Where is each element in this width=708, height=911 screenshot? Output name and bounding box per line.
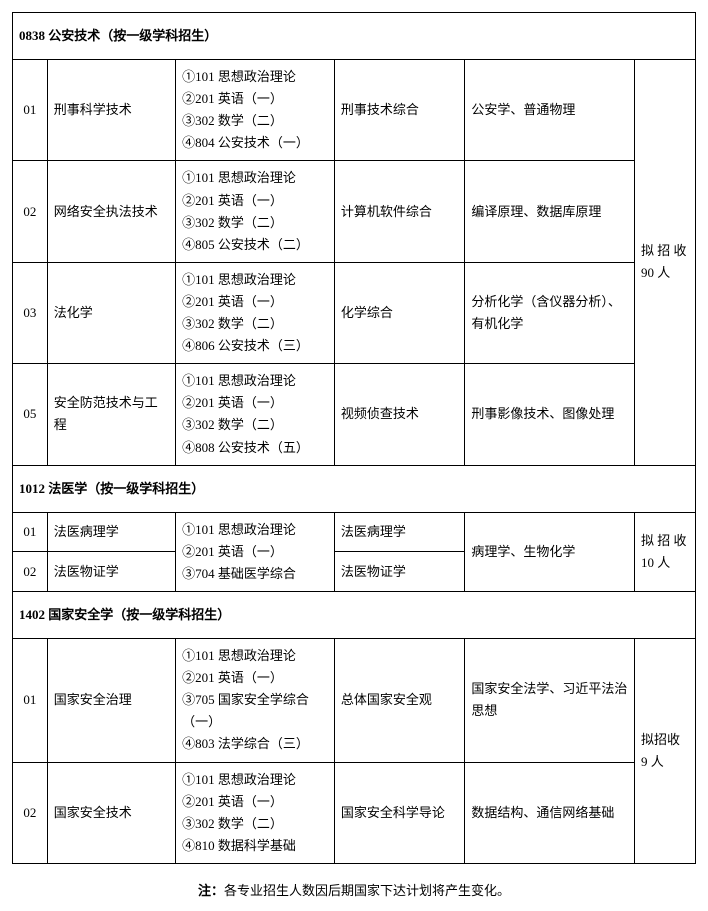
table-row: 01 法医病理学 ①101 思想政治理论②201 英语（一）③704 基础医学综…	[13, 512, 696, 552]
row-exam: ①101 思想政治理论②201 英语（一）③705 国家安全学综合（一）④803…	[176, 639, 335, 762]
row-equiv: 分析化学（含仪器分析）、有机化学	[465, 262, 635, 363]
row-name: 国家安全技术	[47, 762, 175, 863]
table-row: 02 国家安全技术 ①101 思想政治理论②201 英语（一）③302 数学（二…	[13, 762, 696, 863]
row-retest: 国家安全科学导论	[334, 762, 464, 863]
row-retest: 法医病理学	[334, 512, 464, 552]
row-code: 03	[13, 262, 48, 363]
row-exam: ①101 思想政治理论②201 英语（一）③704 基础医学综合	[176, 512, 335, 591]
row-name: 国家安全治理	[47, 639, 175, 762]
section-header-row: 0838 公安技术（按一级学科招生）	[13, 13, 696, 60]
row-exam: ①101 思想政治理论②201 英语（一）③302 数学（二）④804 公安技术…	[176, 60, 335, 161]
quota-cell: 拟 招 收 10 人	[635, 512, 696, 591]
row-equiv: 病理学、生物化学	[465, 512, 635, 591]
row-equiv: 数据结构、通信网络基础	[465, 762, 635, 863]
row-exam: ①101 思想政治理论②201 英语（一）③302 数学（二）④810 数据科学…	[176, 762, 335, 863]
section-header: 0838 公安技术（按一级学科招生）	[13, 13, 696, 60]
row-retest: 化学综合	[334, 262, 464, 363]
row-equiv: 编译原理、数据库原理	[465, 161, 635, 262]
section-header-row: 1402 国家安全学（按一级学科招生）	[13, 591, 696, 638]
section-header: 1012 法医学（按一级学科招生）	[13, 465, 696, 512]
table-row: 01 国家安全治理 ①101 思想政治理论②201 英语（一）③705 国家安全…	[13, 639, 696, 762]
row-equiv: 国家安全法学、习近平法治思想	[465, 639, 635, 762]
row-retest: 刑事技术综合	[334, 60, 464, 161]
row-code: 05	[13, 364, 48, 465]
row-code: 02	[13, 161, 48, 262]
row-exam: ①101 思想政治理论②201 英语（一）③302 数学（二）④806 公安技术…	[176, 262, 335, 363]
row-name: 法医病理学	[47, 512, 175, 552]
quota-cell: 拟招收 9 人	[635, 639, 696, 864]
footnote-label: 注：	[198, 883, 224, 898]
row-retest: 总体国家安全观	[334, 639, 464, 762]
row-code: 01	[13, 639, 48, 762]
row-retest: 法医物证学	[334, 552, 464, 592]
table-row: 01 刑事科学技术 ①101 思想政治理论②201 英语（一）③302 数学（二…	[13, 60, 696, 161]
section-header-row: 1012 法医学（按一级学科招生）	[13, 465, 696, 512]
section-header: 1402 国家安全学（按一级学科招生）	[13, 591, 696, 638]
row-name: 安全防范技术与工程	[47, 364, 175, 465]
row-retest: 计算机软件综合	[334, 161, 464, 262]
row-exam: ①101 思想政治理论②201 英语（一）③302 数学（二）④808 公安技术…	[176, 364, 335, 465]
footnote-text: 各专业招生人数因后期国家下达计划将产生变化。	[224, 883, 510, 898]
table-row: 03 法化学 ①101 思想政治理论②201 英语（一）③302 数学（二）④8…	[13, 262, 696, 363]
table-row: 02 网络安全执法技术 ①101 思想政治理论②201 英语（一）③302 数学…	[13, 161, 696, 262]
table-row: 05 安全防范技术与工程 ①101 思想政治理论②201 英语（一）③302 数…	[13, 364, 696, 465]
quota-cell: 拟 招 收 90 人	[635, 60, 696, 466]
row-equiv: 公安学、普通物理	[465, 60, 635, 161]
row-code: 01	[13, 512, 48, 552]
catalog-table: 0838 公安技术（按一级学科招生） 01 刑事科学技术 ①101 思想政治理论…	[12, 12, 696, 864]
row-name: 法医物证学	[47, 552, 175, 592]
row-code: 02	[13, 552, 48, 592]
row-name: 网络安全执法技术	[47, 161, 175, 262]
row-exam: ①101 思想政治理论②201 英语（一）③302 数学（二）④805 公安技术…	[176, 161, 335, 262]
row-code: 02	[13, 762, 48, 863]
row-code: 01	[13, 60, 48, 161]
row-equiv: 刑事影像技术、图像处理	[465, 364, 635, 465]
row-name: 刑事科学技术	[47, 60, 175, 161]
footnote: 注：各专业招生人数因后期国家下达计划将产生变化。	[12, 880, 696, 899]
row-retest: 视频侦查技术	[334, 364, 464, 465]
row-name: 法化学	[47, 262, 175, 363]
